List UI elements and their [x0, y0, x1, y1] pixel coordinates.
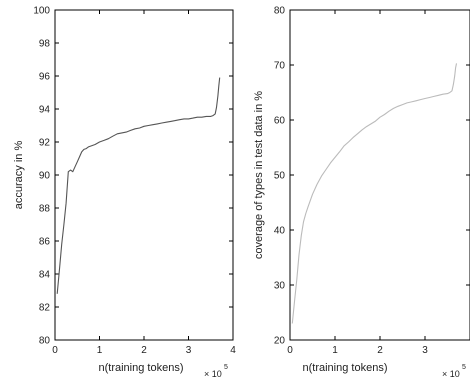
accuracy-y-tick-label: 84 [39, 270, 51, 281]
accuracy-x-exponent-base: × 10 [204, 369, 222, 379]
accuracy-x-tick-label: 1 [97, 345, 103, 356]
coverage-y-tick-label: 30 [274, 281, 286, 292]
accuracy-y-tick-label: 98 [39, 39, 51, 50]
coverage-x-axis-label: n(training tokens) [303, 362, 388, 374]
accuracy-y-tick-label: 96 [39, 72, 51, 83]
accuracy-x-exponent-power: 5 [224, 364, 228, 371]
coverage-x-exponent-power: 5 [462, 364, 466, 371]
accuracy-y-tick-label: 92 [39, 138, 51, 149]
coverage-y-tick-label: 70 [274, 61, 286, 72]
accuracy-x-tick-label: 4 [230, 345, 236, 356]
accuracy-x-tick-label: 0 [52, 345, 58, 356]
accuracy-y-axis-label: accuracy in % [13, 141, 25, 210]
accuracy-x-tick-label: 3 [186, 345, 192, 356]
accuracy-x-tick-label: 2 [141, 345, 147, 356]
accuracy-y-tick-label: 90 [39, 171, 51, 182]
accuracy-chart: 80 82 84 86 88 90 92 94 96 98 100 0 1 2 3 4 accuracy in… [13, 6, 236, 380]
coverage-y-tick-label: 80 [274, 6, 286, 17]
accuracy-plot-area: 80 82 84 86 88 90 92 94 96 98 100 0 1 2 3 4 [33, 6, 236, 357]
coverage-x-tick-label: 1 [332, 345, 338, 356]
coverage-y-tick-label: 20 [274, 336, 286, 347]
coverage-x-exponent-base: × 10 [442, 369, 460, 379]
accuracy-y-tick-label: 80 [39, 336, 51, 347]
coverage-x-tick-label: 3 [422, 345, 428, 356]
coverage-x-tick-label: 0 [287, 345, 293, 356]
accuracy-y-tick-label: 94 [39, 105, 51, 116]
coverage-y-tick-label: 60 [274, 116, 286, 127]
accuracy-y-tick-label: 86 [39, 237, 51, 248]
coverage-y-tick-label: 40 [274, 226, 286, 237]
coverage-series-line [291, 63, 458, 324]
coverage-y-axis-label: coverage of types in test data in % [253, 91, 265, 259]
accuracy-y-tick-label: 82 [39, 303, 51, 314]
coverage-y-tick-label: 50 [274, 171, 286, 182]
accuracy-y-tick-label: 88 [39, 204, 51, 215]
coverage-chart: 20 30 40 50 60 70 80 0 1 2 3 coverage of types in … [253, 6, 470, 379]
coverage-x-tick-label: 2 [377, 345, 383, 356]
accuracy-x-axis-label: n(training tokens) [99, 362, 184, 374]
accuracy-series-line [56, 77, 221, 294]
coverage-plot-area: 20 30 40 50 60 70 80 0 1 2 3 [274, 6, 470, 356]
accuracy-y-tick-label: 100 [33, 6, 50, 17]
